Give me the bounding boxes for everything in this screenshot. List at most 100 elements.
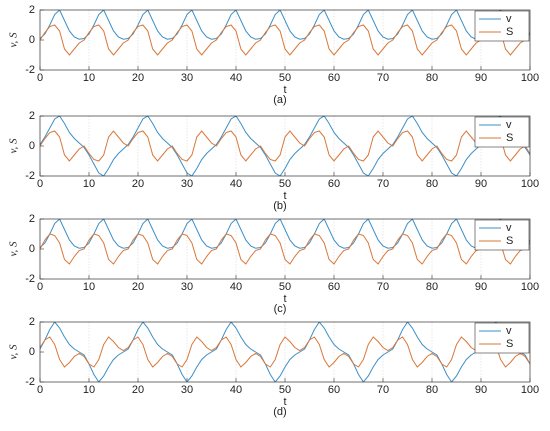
series-line bbox=[40, 219, 530, 249]
x-axis-label: t bbox=[283, 190, 286, 202]
x-tick-label: 60 bbox=[328, 384, 340, 396]
y-tick-label: 0 bbox=[29, 243, 35, 255]
x-tick-label: 90 bbox=[475, 384, 487, 396]
series-line bbox=[40, 116, 530, 176]
x-tick-label: 30 bbox=[181, 178, 193, 190]
x-tick-label: 40 bbox=[230, 178, 242, 190]
legend-label: v bbox=[506, 119, 512, 131]
x-tick-label: 10 bbox=[83, 281, 95, 293]
x-tick-label: 80 bbox=[426, 178, 438, 190]
legend-box bbox=[474, 10, 530, 42]
x-tick-label: 80 bbox=[426, 72, 438, 84]
y-tick-label: 2 bbox=[29, 316, 35, 328]
y-tick-label: 0 bbox=[29, 140, 35, 152]
series-line bbox=[40, 130, 530, 162]
y-axis-label: v, S bbox=[8, 138, 20, 154]
x-tick-label: 40 bbox=[230, 72, 242, 84]
x-tick-label: 0 bbox=[37, 72, 43, 84]
legend-label: S bbox=[506, 132, 513, 144]
x-tick-label: 10 bbox=[83, 384, 95, 396]
series-line bbox=[40, 336, 530, 368]
legend-label: S bbox=[506, 26, 513, 38]
series-line bbox=[40, 10, 530, 40]
x-tick-label: 50 bbox=[279, 72, 291, 84]
series-group bbox=[40, 322, 530, 382]
legend-label: v bbox=[506, 13, 512, 25]
y-tick-label: 0 bbox=[29, 34, 35, 46]
x-tick-label: 30 bbox=[181, 72, 193, 84]
x-tick-label: 0 bbox=[37, 178, 43, 190]
y-axis-label: v, S bbox=[8, 241, 20, 257]
series-line bbox=[40, 24, 530, 56]
x-tick-label: 50 bbox=[279, 281, 291, 293]
caption: (a) bbox=[273, 94, 286, 106]
x-tick-label: 60 bbox=[328, 72, 340, 84]
x-tick-label: 40 bbox=[230, 281, 242, 293]
x-axis-label: t bbox=[283, 293, 286, 305]
x-tick-label: 30 bbox=[181, 384, 193, 396]
legend-box bbox=[474, 219, 530, 251]
axes-box bbox=[39, 115, 531, 177]
y-tick-label: -2 bbox=[25, 273, 35, 285]
legend-label: v bbox=[506, 325, 512, 337]
y-axis-label: v, S bbox=[8, 32, 20, 48]
legend-label: v bbox=[506, 222, 512, 234]
y-tick-label: 2 bbox=[29, 110, 35, 122]
y-tick-label: 2 bbox=[29, 213, 35, 225]
x-tick-label: 30 bbox=[181, 281, 193, 293]
x-tick-label: 0 bbox=[37, 281, 43, 293]
legend-label: S bbox=[506, 235, 513, 247]
series-group bbox=[40, 219, 530, 265]
x-tick-label: 20 bbox=[132, 281, 144, 293]
x-tick-label: 20 bbox=[132, 72, 144, 84]
y-tick-label: -2 bbox=[25, 376, 35, 388]
x-tick-label: 40 bbox=[230, 384, 242, 396]
axes-box bbox=[39, 218, 531, 280]
x-tick-label: 20 bbox=[132, 384, 144, 396]
legend-box bbox=[474, 322, 530, 354]
x-tick-label: 80 bbox=[426, 281, 438, 293]
y-axis-label: v, S bbox=[8, 344, 20, 360]
x-tick-label: 50 bbox=[279, 178, 291, 190]
x-tick-label: 20 bbox=[132, 178, 144, 190]
series-group bbox=[40, 116, 530, 176]
x-tick-label: 90 bbox=[475, 281, 487, 293]
series-group bbox=[40, 10, 530, 56]
series-line bbox=[40, 233, 530, 265]
x-tick-label: 100 bbox=[521, 281, 539, 293]
x-tick-label: 10 bbox=[83, 178, 95, 190]
y-tick-label: -2 bbox=[25, 64, 35, 76]
x-tick-label: 70 bbox=[377, 178, 389, 190]
x-tick-label: 60 bbox=[328, 178, 340, 190]
y-tick-label: 0 bbox=[29, 346, 35, 358]
axes-box bbox=[39, 9, 531, 71]
x-tick-label: 90 bbox=[475, 178, 487, 190]
caption: (b) bbox=[273, 200, 286, 212]
x-tick-label: 90 bbox=[475, 72, 487, 84]
x-tick-label: 100 bbox=[521, 384, 539, 396]
legend-label: S bbox=[506, 338, 513, 350]
legend-box bbox=[474, 116, 530, 148]
x-tick-label: 50 bbox=[279, 384, 291, 396]
x-tick-label: 100 bbox=[521, 178, 539, 190]
x-tick-label: 70 bbox=[377, 384, 389, 396]
x-tick-label: 60 bbox=[328, 281, 340, 293]
x-tick-label: 70 bbox=[377, 281, 389, 293]
caption: (d) bbox=[273, 406, 286, 418]
x-tick-label: 10 bbox=[83, 72, 95, 84]
x-tick-label: 70 bbox=[377, 72, 389, 84]
x-axis-label: t bbox=[283, 84, 286, 96]
axes-box bbox=[39, 321, 531, 383]
y-tick-label: -2 bbox=[25, 170, 35, 182]
y-tick-label: 2 bbox=[29, 4, 35, 16]
x-axis-label: t bbox=[283, 396, 286, 408]
x-tick-label: 100 bbox=[521, 72, 539, 84]
series-line bbox=[40, 322, 530, 382]
x-tick-label: 80 bbox=[426, 384, 438, 396]
x-tick-label: 0 bbox=[37, 384, 43, 396]
